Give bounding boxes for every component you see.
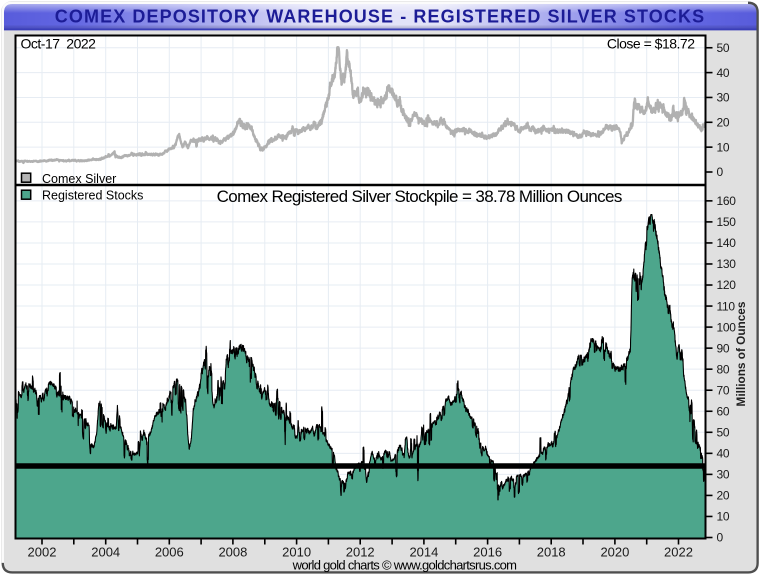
svg-text:0: 0 (717, 531, 724, 545)
svg-text:130: 130 (717, 257, 737, 271)
svg-text:Comex Registered Silver Stockp: Comex Registered Silver Stockpile = 38.7… (217, 187, 622, 206)
svg-text:120: 120 (717, 278, 737, 292)
svg-text:2022: 2022 (664, 545, 693, 560)
svg-text:50: 50 (717, 426, 730, 440)
svg-text:2010: 2010 (282, 545, 311, 560)
svg-text:160: 160 (717, 194, 737, 208)
svg-text:2004: 2004 (91, 545, 120, 560)
svg-text:Millions of Ounces: Millions of Ounces (734, 301, 748, 406)
svg-text:COMEX DEPOSITORY WAREHOUSE - R: COMEX DEPOSITORY WAREHOUSE - REGISTERED … (55, 7, 705, 27)
svg-text:Oct-17 2022: Oct-17 2022 (21, 35, 97, 51)
svg-text:0: 0 (717, 165, 724, 179)
svg-text:90: 90 (717, 341, 730, 355)
svg-text:10: 10 (717, 510, 730, 524)
svg-text:10: 10 (717, 140, 730, 154)
svg-text:30: 30 (717, 91, 730, 105)
svg-text:30: 30 (717, 468, 730, 482)
svg-text:2008: 2008 (218, 545, 247, 560)
svg-text:40: 40 (717, 447, 730, 461)
svg-text:140: 140 (717, 236, 737, 250)
svg-text:2002: 2002 (28, 545, 57, 560)
svg-text:20: 20 (717, 116, 730, 130)
svg-text:2018: 2018 (537, 545, 566, 560)
svg-text:2016: 2016 (473, 545, 502, 560)
svg-text:2012: 2012 (346, 545, 375, 560)
svg-text:70: 70 (717, 383, 730, 397)
svg-text:Comex Silver: Comex Silver (42, 172, 116, 186)
svg-text:150: 150 (717, 215, 737, 229)
svg-text:2020: 2020 (600, 545, 629, 560)
svg-text:2014: 2014 (409, 545, 438, 560)
svg-text:50: 50 (717, 41, 730, 55)
svg-text:60: 60 (717, 404, 730, 418)
svg-text:80: 80 (717, 362, 730, 376)
svg-text:2006: 2006 (155, 545, 184, 560)
svg-text:20: 20 (717, 489, 730, 503)
svg-text:40: 40 (717, 66, 730, 80)
svg-text:110: 110 (717, 299, 736, 313)
svg-text:Registered Stocks: Registered Stocks (42, 188, 143, 202)
svg-text:world gold charts © www.goldch: world gold charts © www.goldchartsrus.co… (292, 558, 517, 573)
svg-text:Close = $18.72: Close = $18.72 (607, 35, 695, 51)
svg-text:100: 100 (717, 320, 737, 334)
